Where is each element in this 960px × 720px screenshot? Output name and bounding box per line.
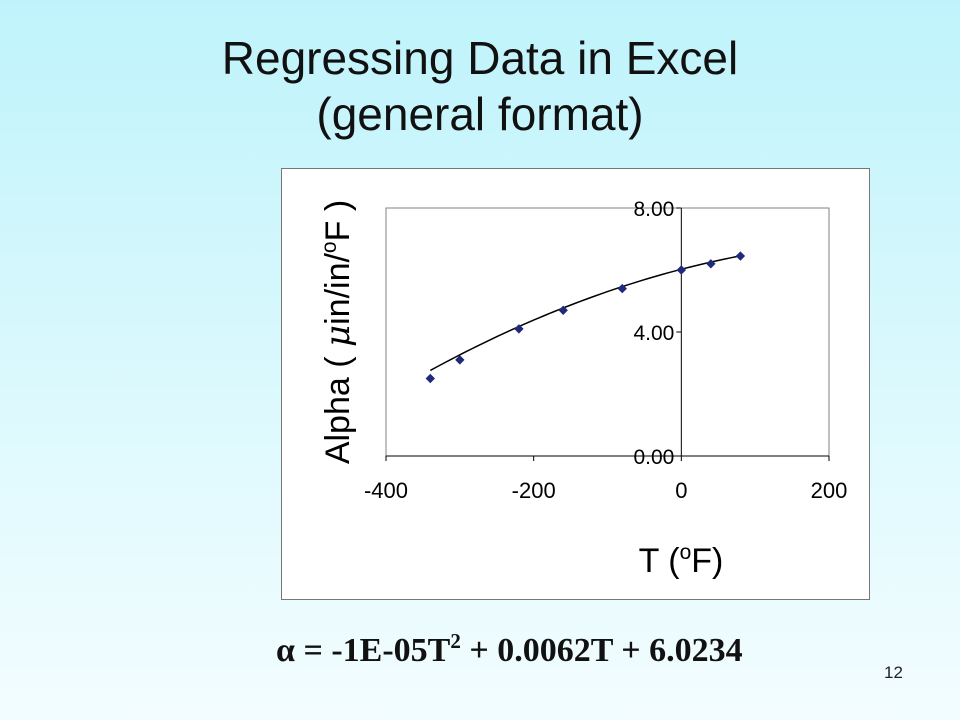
equation-lhs: α = -1E-05T [276, 632, 451, 669]
x-axis-label-part: F) [691, 542, 723, 580]
y-tick-label: 0.00 [633, 446, 674, 469]
regression-equation: α = -1E-05T2 + 0.0062T + 6.0234 [276, 629, 876, 670]
equation-rhs: + 0.0062T + 6.0234 [460, 632, 743, 669]
y-axis-label-superscript: o [318, 241, 341, 253]
data-point [558, 305, 568, 316]
y-axis-label-part: in/in/ [319, 253, 357, 325]
data-point [735, 251, 746, 261]
chart-area: Alpha ( μin/in/oF ) T (oF) -400 -200 0 200 0… [281, 168, 870, 600]
slide-title: Regressing Data in Excel (general format… [0, 30, 960, 142]
y-axis-label-part: F ) [319, 200, 357, 242]
slide-number: 12 [884, 663, 903, 682]
y-axis-label: Alpha ( μin/in/oF ) [318, 200, 358, 464]
x-axis-label-part: T ( [639, 542, 681, 580]
equation-exponent: 2 [450, 629, 461, 653]
x-axis-label-superscript: o [680, 541, 692, 564]
data-point [425, 373, 436, 384]
plot-area [385, 207, 830, 457]
data-point [514, 324, 524, 334]
data-point [706, 259, 716, 269]
y-axis-label-part: Alpha ( [319, 347, 357, 464]
title-line-2: (general format) [316, 88, 644, 140]
data-point [455, 355, 465, 365]
x-tick-label: -200 [512, 478, 556, 503]
x-tick-label: 200 [811, 478, 848, 503]
x-tick-label: -400 [364, 478, 408, 503]
trendline [429, 255, 741, 372]
x-axis-label: T (oF) [639, 541, 724, 580]
title-line-1: Regressing Data in Excel [221, 32, 739, 84]
y-tick-label: 8.00 [633, 198, 674, 221]
data-point [617, 283, 627, 294]
x-tick-label: 0 [675, 478, 687, 503]
data-point [676, 265, 687, 275]
y-tick-label: 4.00 [633, 322, 674, 345]
mu-symbol: μ [318, 325, 358, 347]
scatter-chart: Alpha ( μin/in/oF ) T (oF) -400 -200 0 2000… [318, 198, 848, 580]
